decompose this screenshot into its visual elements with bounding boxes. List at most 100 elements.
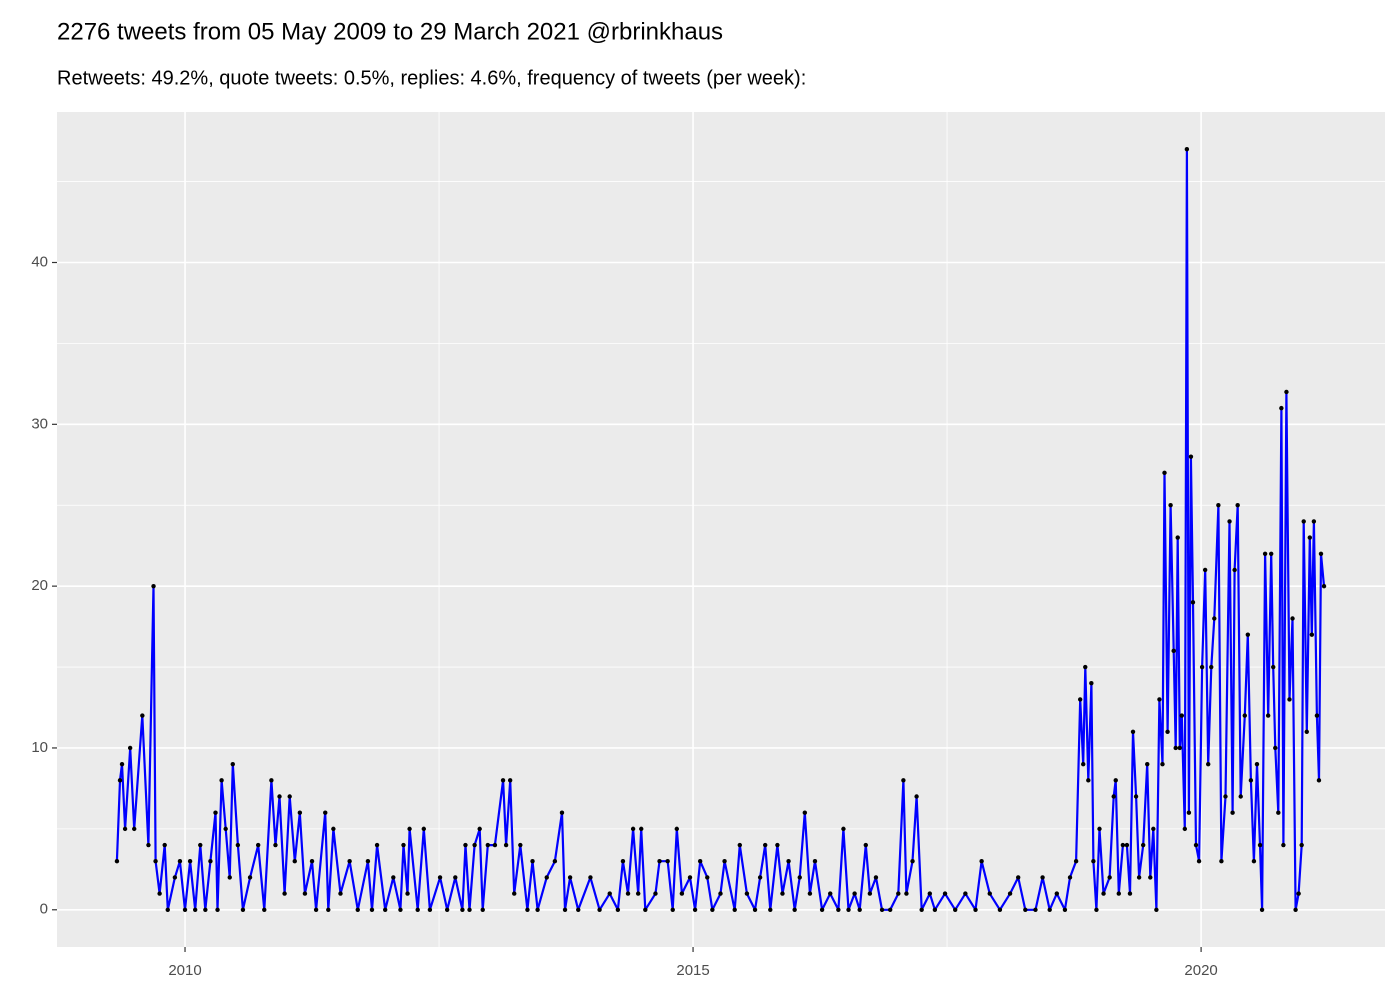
- data-point: [1273, 745, 1278, 751]
- data-point: [187, 859, 193, 864]
- data-point: [235, 842, 241, 848]
- y-tick-label: 40: [31, 253, 48, 270]
- data-point: [437, 875, 443, 880]
- data-point: [1113, 778, 1118, 783]
- data-point: [1023, 907, 1028, 912]
- data-point: [643, 907, 648, 912]
- data-point: [1254, 761, 1260, 767]
- data-point: [122, 826, 128, 832]
- data-point: [463, 842, 468, 848]
- data-point: [127, 745, 133, 751]
- data-point: [1212, 616, 1217, 621]
- data-point: [625, 891, 631, 896]
- data-point: [1148, 875, 1153, 880]
- data-point: [1232, 567, 1237, 573]
- data-point: [797, 875, 802, 880]
- data-point: [997, 907, 1003, 912]
- data-point: [1120, 842, 1126, 848]
- data-point: [518, 842, 523, 848]
- data-point: [904, 891, 909, 896]
- data-point: [775, 842, 780, 848]
- data-point: [1162, 470, 1167, 476]
- x-tick-label: 2010: [168, 962, 201, 979]
- data-point: [182, 907, 188, 912]
- data-point: [722, 859, 727, 864]
- data-point: [117, 778, 123, 783]
- data-point: [1199, 664, 1205, 670]
- data-point: [552, 859, 558, 864]
- data-point: [932, 907, 938, 912]
- data-point: [331, 826, 336, 832]
- data-point: [1054, 891, 1060, 896]
- data-point: [247, 875, 253, 880]
- data-point: [240, 907, 246, 912]
- data-point: [1171, 648, 1176, 654]
- data-point: [665, 859, 670, 864]
- data-point: [1173, 745, 1178, 751]
- data-point: [500, 778, 506, 783]
- data-point: [1151, 826, 1156, 832]
- data-point: [812, 859, 818, 864]
- data-point: [1097, 826, 1102, 832]
- data-point: [1301, 519, 1306, 524]
- data-point: [1094, 907, 1099, 912]
- data-point: [867, 891, 873, 896]
- data-point: [1281, 842, 1286, 848]
- data-point: [1175, 535, 1180, 540]
- data-point: [607, 891, 612, 896]
- data-point: [140, 713, 145, 718]
- data-point: [302, 891, 308, 896]
- data-point: [485, 842, 491, 848]
- data-point: [460, 907, 465, 912]
- data-point: [544, 875, 549, 880]
- data-point: [1304, 729, 1309, 734]
- data-point: [670, 907, 675, 912]
- data-point: [507, 778, 513, 783]
- data-point: [1307, 535, 1313, 540]
- series-line: [115, 148, 1326, 911]
- data-point: [365, 859, 371, 864]
- data-point: [846, 907, 851, 912]
- data-point: [780, 891, 785, 896]
- data-point: [1316, 778, 1322, 783]
- data-point: [146, 842, 151, 848]
- data-point: [1196, 859, 1202, 864]
- data-point: [262, 907, 267, 912]
- data-point: [1219, 859, 1224, 864]
- data-point: [718, 891, 723, 896]
- data-point: [802, 810, 808, 815]
- data-point: [153, 859, 158, 864]
- data-point: [132, 826, 137, 832]
- data-point: [588, 875, 593, 880]
- data-point: [198, 842, 203, 848]
- data-point: [620, 859, 626, 864]
- data-point: [910, 859, 915, 864]
- y-tick-label: 20: [31, 577, 48, 594]
- data-point: [1186, 810, 1192, 815]
- data-point: [1083, 664, 1088, 670]
- data-point: [1235, 503, 1240, 508]
- data-point: [710, 907, 715, 912]
- data-point: [323, 810, 328, 815]
- data-point: [597, 907, 602, 912]
- data-point: [687, 875, 693, 880]
- data-point: [567, 875, 573, 880]
- data-point: [979, 859, 984, 864]
- data-point: [1265, 713, 1271, 718]
- data-point: [1101, 891, 1106, 896]
- data-point: [1223, 794, 1228, 799]
- data-point: [227, 875, 232, 880]
- data-point: [1165, 729, 1170, 734]
- data-point: [480, 907, 485, 912]
- data-point: [901, 778, 906, 783]
- data-point: [374, 842, 380, 848]
- data-point: [1077, 697, 1083, 702]
- data-point: [1067, 875, 1073, 880]
- x-tick-label: 2015: [676, 962, 709, 979]
- data-point: [653, 891, 658, 896]
- data-point: [1251, 859, 1257, 864]
- data-point: [172, 875, 178, 880]
- data-point: [219, 778, 224, 783]
- data-point: [768, 907, 773, 912]
- data-point: [230, 761, 235, 767]
